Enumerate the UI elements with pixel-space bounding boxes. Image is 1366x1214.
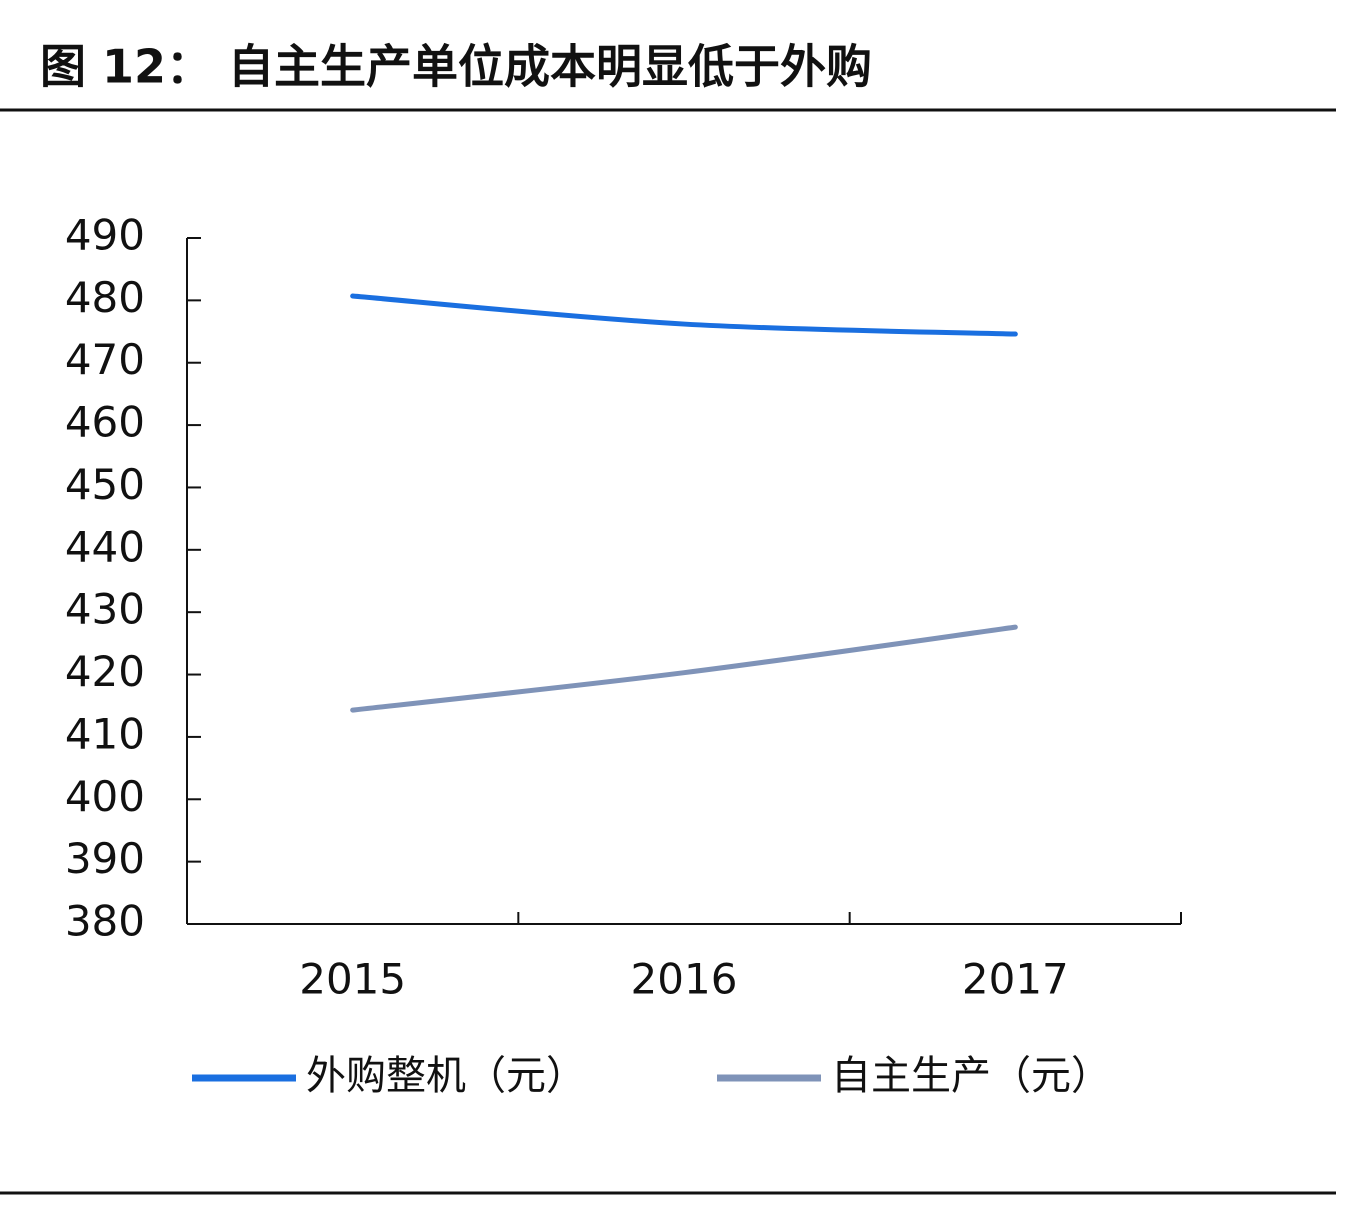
x-tick-label: 2017 — [962, 955, 1069, 1004]
y-tick-label: 420 — [65, 647, 145, 696]
y-tick-label: 390 — [65, 834, 145, 883]
y-tick-label: 470 — [65, 335, 145, 384]
y-tick-label: 410 — [65, 709, 145, 758]
series-line — [350, 624, 1018, 713]
y-tick-label: 460 — [65, 398, 145, 447]
y-tick-label: 480 — [65, 273, 145, 322]
chart-title: 图 12： 自主生产单位成本明显低于外购 — [40, 40, 872, 94]
y-tick-label: 490 — [65, 211, 145, 260]
legend-label: 外购整机（元） — [306, 1053, 586, 1099]
x-tick-label: 2015 — [299, 955, 406, 1004]
y-tick-label: 400 — [65, 772, 145, 821]
y-tick-label: 440 — [65, 522, 145, 571]
legend-label: 自主生产（元） — [831, 1053, 1111, 1099]
y-tick-label: 380 — [65, 897, 145, 946]
y-tick-label: 450 — [65, 460, 145, 509]
x-tick-label: 2016 — [631, 955, 738, 1004]
y-tick-label: 430 — [65, 585, 145, 634]
series-line — [350, 293, 1018, 337]
